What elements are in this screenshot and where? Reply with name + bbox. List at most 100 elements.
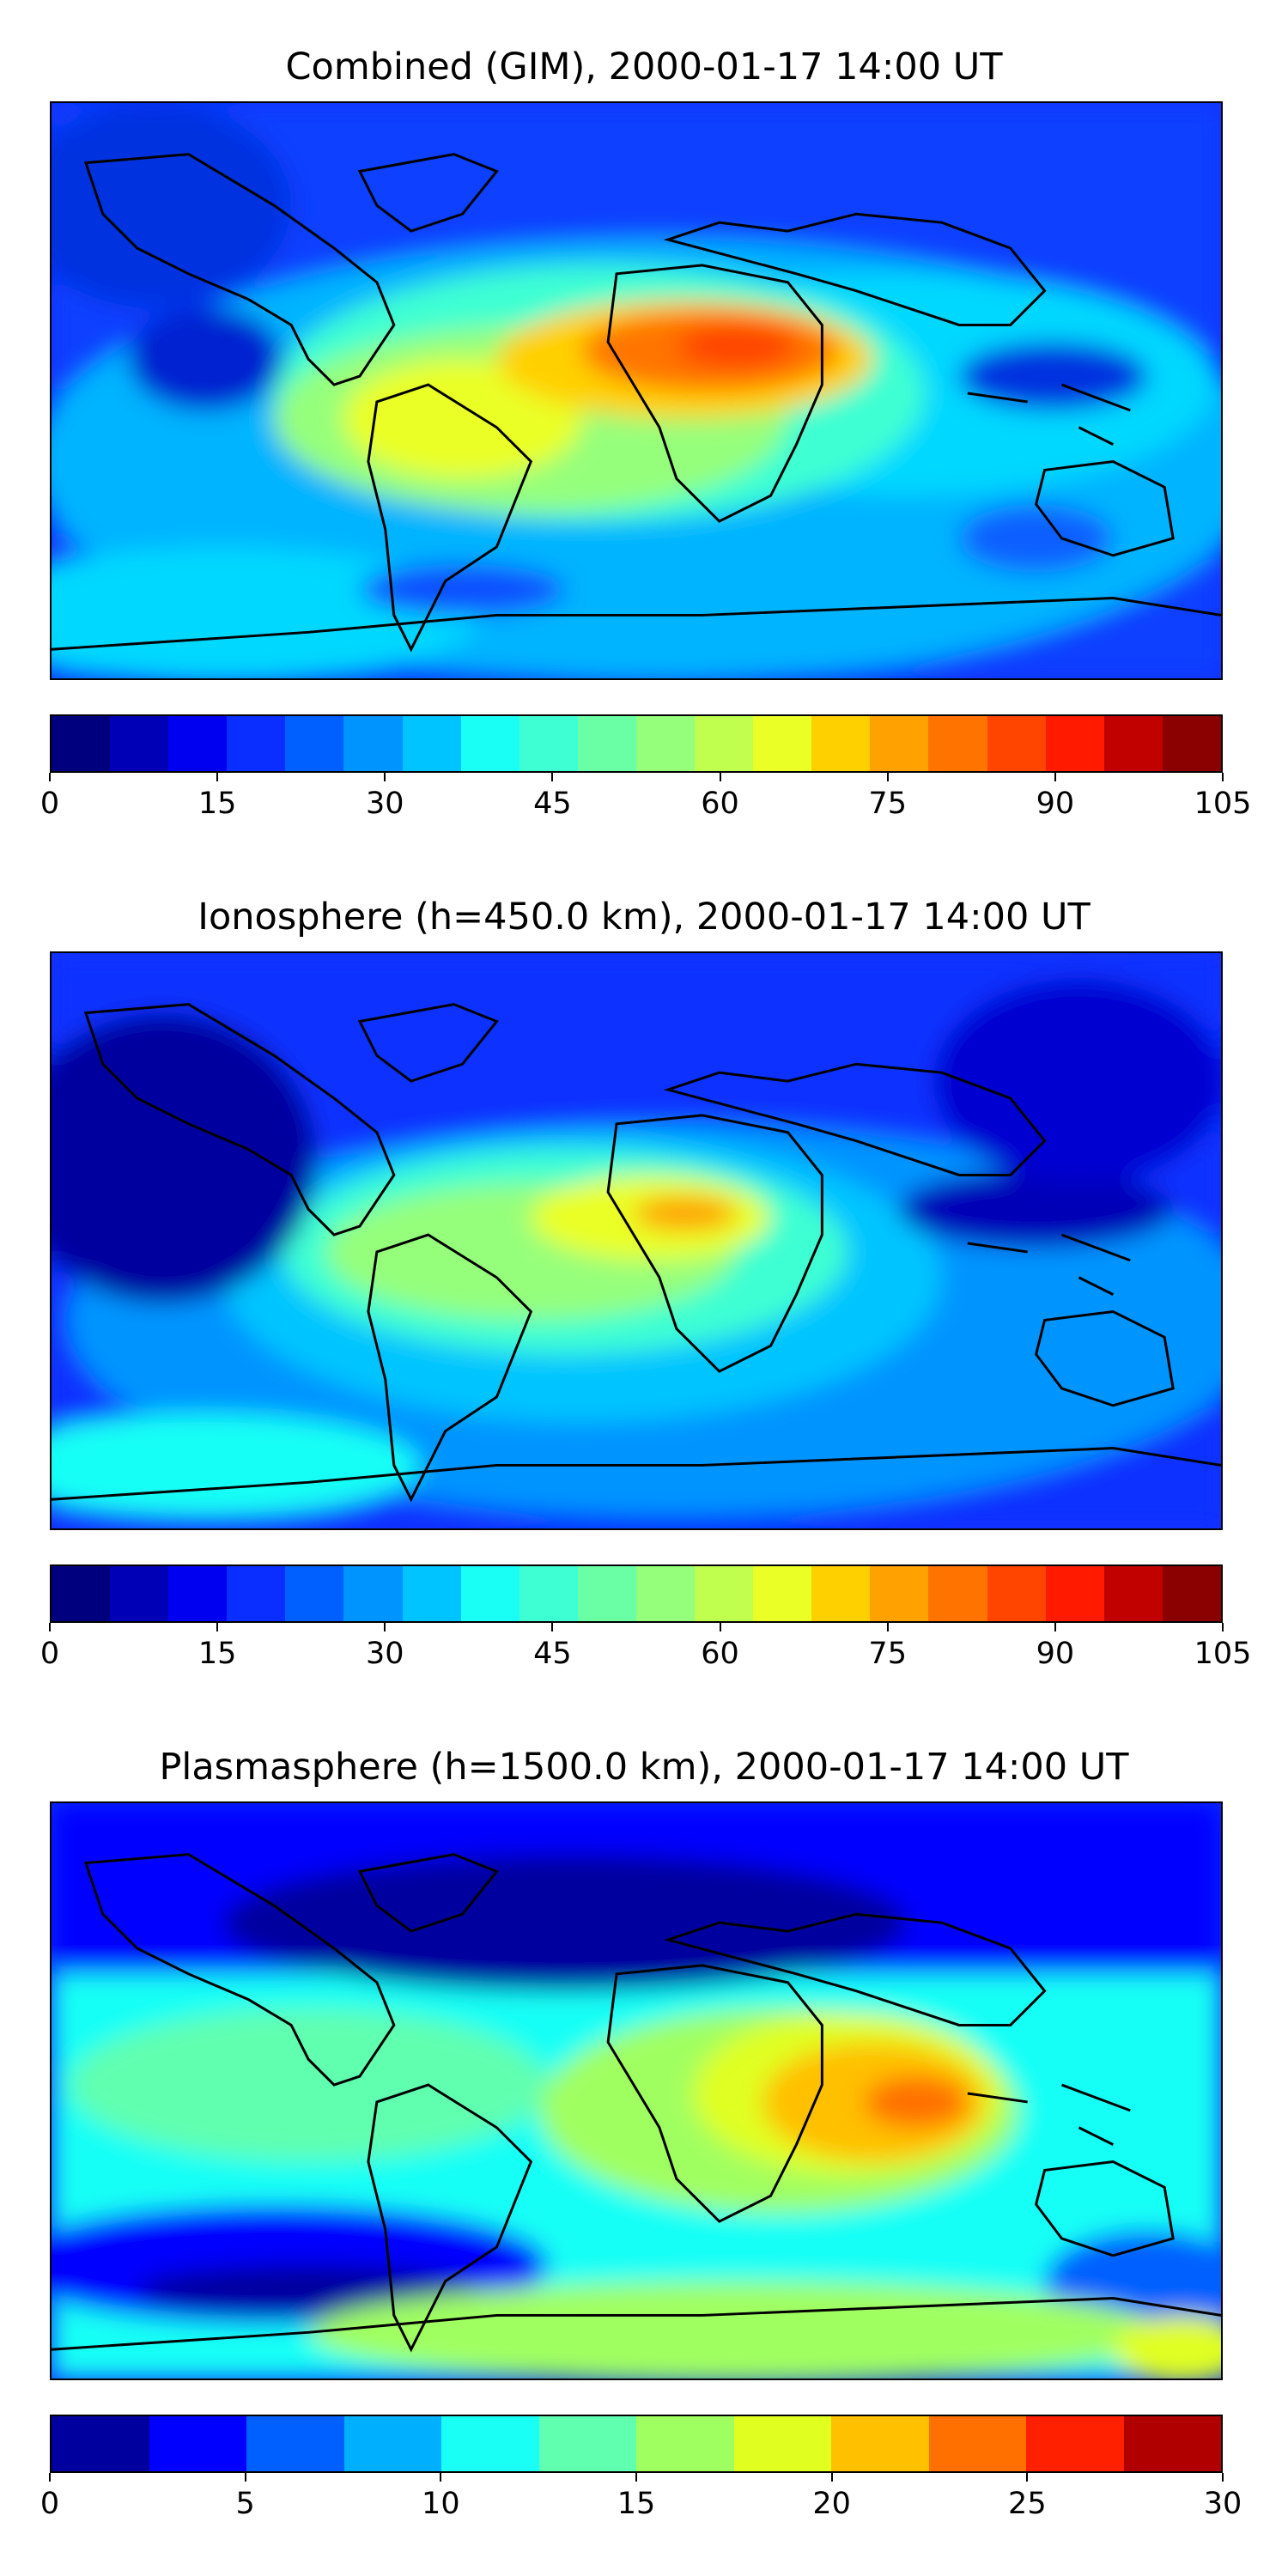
colorbar-segment (733, 2416, 831, 2471)
colorbar-segment (870, 1566, 929, 1621)
colorbar-segment (519, 1566, 578, 1621)
colorbar-tick (216, 773, 219, 781)
colorbar-tick-label: 60 (701, 1637, 739, 1671)
colorbar-tick (49, 1623, 51, 1631)
colorbar-segment (987, 1566, 1046, 1621)
colorbar-tick (1222, 2473, 1224, 2482)
colorbar-segment (811, 716, 871, 771)
colorbar-segment (538, 2416, 636, 2471)
colorbar-segment (168, 1566, 228, 1621)
colorbar-plasmasphere (50, 2415, 1223, 2473)
colorbar-tick-label: 20 (812, 2487, 851, 2521)
colorbar-segment (870, 716, 929, 771)
map-combined (50, 101, 1223, 680)
colorbar-segment (52, 716, 111, 771)
colorbar-segment (695, 1566, 754, 1621)
colorbar-segment (753, 716, 812, 771)
colorbar-segment (52, 2416, 149, 2471)
colorbar-segment (928, 716, 987, 771)
colorbar-segment (168, 716, 228, 771)
colorbar-segment (577, 716, 636, 771)
colorbar-ionosphere (50, 1564, 1223, 1623)
colorbar-tick-label: 0 (39, 1637, 60, 1671)
coastlines (52, 1003, 1221, 1503)
colorbar-segment (460, 1566, 519, 1621)
colorbar-tick (886, 1623, 889, 1631)
colorbar-tick-label: 75 (868, 787, 907, 821)
colorbar-ticks-plasmasphere: 0 5 10 15 20 25 30 (40, 2473, 1242, 2524)
colorbar-segment (441, 2416, 539, 2471)
colorbar-ticks-combined: 0 15 30 45 60 75 90 105 (40, 773, 1251, 824)
colorbar-tick-label: 105 (1194, 1637, 1252, 1671)
colorbar-segment (460, 716, 519, 771)
colorbar-segment (52, 1566, 111, 1621)
colorbar-segment (831, 2416, 929, 2471)
colorbar-segment (753, 1566, 812, 1621)
colorbar-tick (635, 2473, 637, 2482)
colorbar-tick (440, 2473, 442, 2482)
colorbar-segment (227, 1566, 286, 1621)
colorbar-tick-label: 105 (1194, 787, 1252, 821)
colorbar-tick (384, 773, 386, 781)
colorbar-segment (402, 716, 461, 771)
colorbar-segment (1045, 1566, 1104, 1621)
colorbar-combined (50, 714, 1223, 773)
colorbar-tick (1222, 1623, 1224, 1631)
colorbar-tick-label: 45 (533, 1637, 572, 1671)
colorbar-tick (886, 773, 889, 781)
colorbar-tick-label: 90 (1036, 1637, 1075, 1671)
colorbar-tick-label: 45 (533, 787, 572, 821)
colorbar-tick (1054, 1623, 1056, 1631)
colorbar-tick (719, 773, 721, 781)
colorbar-segment (1162, 716, 1221, 771)
colorbar-segment (635, 1566, 696, 1621)
tec-contour-map (52, 953, 1221, 1528)
colorbar-segment (246, 2416, 344, 2471)
tec-contour-map (52, 1803, 1221, 2379)
coastlines (52, 153, 1221, 653)
map-ionosphere (50, 951, 1223, 1530)
colorbar-segment (928, 2416, 1026, 2471)
panel-title-combined: Combined (GIM), 2000-01-17 14:00 UT (285, 46, 1003, 88)
colorbar-segment (110, 716, 169, 771)
colorbar-tick (719, 1623, 721, 1631)
colorbar-tick (384, 1623, 386, 1631)
colorbar-segment (285, 716, 344, 771)
colorbar-tick-label: 60 (701, 787, 739, 821)
coastlines (52, 1853, 1221, 2353)
colorbar-segment (1045, 716, 1104, 771)
colorbar-ticks-ionosphere: 0 15 30 45 60 75 90 105 (40, 1623, 1251, 1674)
colorbar-tick (216, 1623, 219, 1631)
colorbar-segment (636, 2416, 734, 2471)
colorbar-tick-label: 0 (39, 2487, 60, 2521)
colorbar-tick (244, 2473, 246, 2482)
colorbar-tick-label: 25 (1008, 2487, 1047, 2521)
colorbar-segment (811, 1566, 871, 1621)
colorbar-segment (695, 716, 754, 771)
colorbar-tick (551, 773, 554, 781)
colorbar-tick (1054, 773, 1056, 781)
colorbar-tick-label: 10 (422, 2487, 460, 2521)
colorbar-tick (1222, 773, 1224, 781)
colorbar-segment (1162, 1566, 1221, 1621)
colorbar-tick (830, 2473, 833, 2482)
colorbar-segment (227, 716, 286, 771)
colorbar-segment (402, 1566, 461, 1621)
colorbar-segment (577, 1566, 636, 1621)
colorbar-segment (285, 1566, 344, 1621)
colorbar-tick-label: 15 (197, 1637, 237, 1671)
tec-contour-map (52, 103, 1221, 678)
colorbar-tick (551, 1623, 554, 1631)
colorbar-tick-label: 15 (197, 787, 237, 821)
colorbar-segment (149, 2416, 246, 2471)
map-plasmasphere (50, 1801, 1223, 2380)
colorbar-segment (1026, 2416, 1124, 2471)
colorbar-segment (343, 1566, 403, 1621)
colorbar-tick-label: 0 (39, 787, 60, 821)
panel-title-ionosphere: Ionosphere (h=450.0 km), 2000-01-17 14:0… (197, 896, 1091, 939)
colorbar-tick (49, 773, 51, 781)
colorbar-segment (519, 716, 578, 771)
colorbar-segment (928, 1566, 987, 1621)
colorbar-segment (987, 716, 1046, 771)
colorbar-tick-label: 75 (868, 1637, 907, 1671)
